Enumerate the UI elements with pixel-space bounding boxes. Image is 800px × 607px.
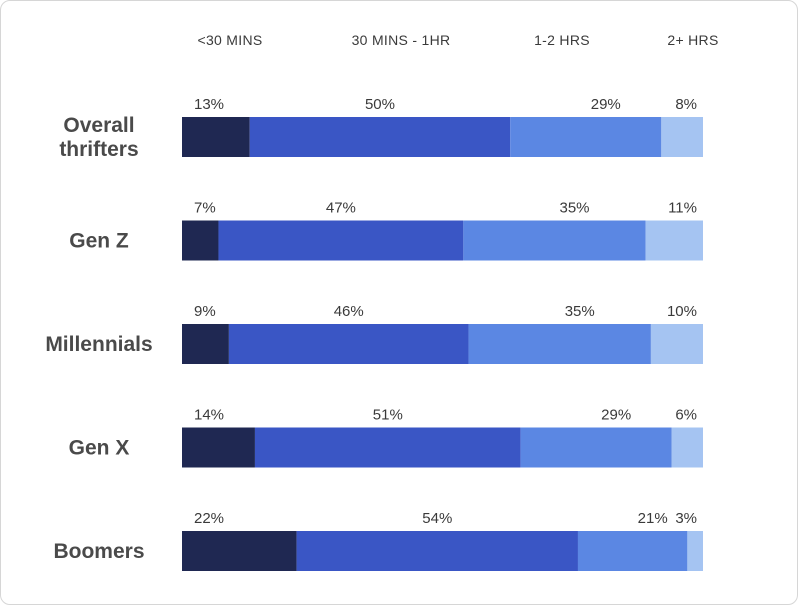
category-label: Overall thrifters — [59, 114, 138, 161]
data-label: 29% — [591, 96, 621, 113]
bar-segment — [218, 220, 464, 261]
legend-label: <30 MINS — [197, 32, 262, 48]
bar-segment — [645, 220, 703, 261]
bar-row: Gen X 14% 51% 29% 6% — [69, 407, 703, 468]
bar-segment — [182, 531, 297, 571]
category-label: Gen X — [69, 437, 130, 460]
bar-segment — [468, 324, 651, 364]
bar-segment — [296, 531, 578, 571]
legend-label: 30 MINS - 1HR — [352, 32, 451, 48]
bar-row: Gen Z 7% 47% 35% 11% — [69, 200, 703, 261]
bar-row: Millennials 9% 46% 35% 10% — [45, 303, 703, 364]
bar-segment — [650, 324, 703, 364]
data-label: 51% — [373, 407, 403, 424]
data-label: 46% — [334, 303, 364, 320]
bar-segment — [182, 117, 250, 157]
chart-rows: Overall thrifters 13% 50% 29% 8% Gen Z 7% 47% 35%… — [45, 96, 703, 571]
bar-row: Overall thrifters 13% 50% 29% 8% — [59, 96, 703, 161]
bar-segment — [182, 220, 219, 261]
data-label: 21% — [638, 510, 668, 527]
bar-segment — [520, 427, 672, 468]
data-label: 8% — [675, 96, 697, 113]
bar-segment — [671, 427, 703, 468]
data-label: 13% — [194, 96, 224, 113]
data-label: 3% — [675, 510, 697, 527]
bar-segment — [249, 117, 511, 157]
data-label: 11% — [668, 200, 697, 217]
data-label: 29% — [601, 407, 631, 424]
data-label: 6% — [675, 407, 697, 424]
bar-segment — [182, 324, 229, 364]
data-label: 9% — [194, 303, 216, 320]
bar-segment — [228, 324, 469, 364]
legend-label: 1-2 HRS — [534, 32, 590, 48]
data-label: 10% — [667, 303, 697, 320]
legend-label: 2+ HRS — [667, 32, 718, 48]
data-label: 22% — [194, 510, 224, 527]
bar-segment — [687, 531, 703, 571]
data-label: 54% — [422, 510, 452, 527]
bar-segment — [463, 220, 646, 261]
bar-segment — [182, 427, 255, 468]
bar-segment — [254, 427, 521, 468]
data-label: 7% — [194, 200, 216, 217]
data-label: 14% — [194, 407, 224, 424]
category-label: Boomers — [53, 540, 144, 563]
category-label: Millennials — [45, 333, 152, 356]
category-label: Gen Z — [69, 230, 129, 253]
data-label: 35% — [559, 200, 589, 217]
bar-segment — [577, 531, 688, 571]
data-label: 47% — [326, 200, 356, 217]
bar-segment — [661, 117, 703, 157]
legend: <30 MINS 30 MINS - 1HR 1-2 HRS 2+ HRS — [197, 32, 718, 48]
data-label: 50% — [365, 96, 395, 113]
data-label: 35% — [565, 303, 595, 320]
bar-segment — [510, 117, 662, 157]
bar-row: Boomers 22% 54% 21% 3% — [53, 510, 703, 571]
